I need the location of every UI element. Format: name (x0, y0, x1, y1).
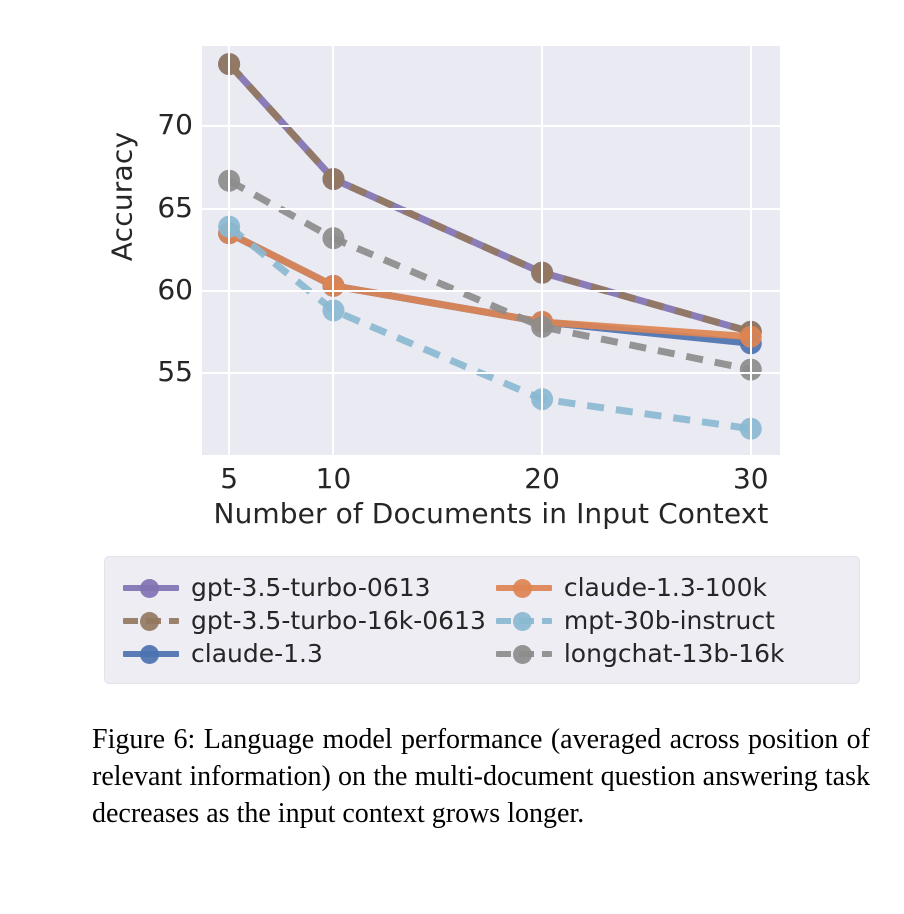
legend-label: longchat-13b-16k (563, 639, 785, 668)
caption-text: Language model performance (averaged acr… (92, 724, 870, 829)
gridline-horizontal (202, 207, 780, 210)
gridline-vertical (749, 46, 752, 455)
legend-label: claude-1.3-100k (563, 573, 767, 602)
gridline-horizontal (202, 125, 780, 128)
series-gpt-3.5-turbo-16k-0613 (218, 53, 762, 343)
legend-swatch-icon (123, 611, 179, 631)
caption-figure-number: Figure 6: (92, 724, 196, 755)
legend-item[interactable]: mpt-30b-instruct (495, 606, 841, 635)
series-line (226, 61, 752, 336)
legend-swatch-icon (495, 611, 552, 631)
legend-label: gpt-3.5-turbo-0613 (191, 573, 431, 602)
legend-swatch-icon (495, 644, 552, 664)
legend-label: mpt-30b-instruct (563, 606, 775, 635)
legend-swatch-icon (123, 578, 179, 598)
legend: gpt-3.5-turbo-0613 claude-1.3-100k gpt-3.5… (104, 556, 860, 684)
series-longchat-13b-16k (218, 169, 762, 381)
gridline-horizontal (202, 289, 780, 292)
x-axis-tick: 30 (732, 462, 769, 495)
legend-item[interactable]: longchat-13b-16k (495, 639, 841, 668)
legend-item[interactable]: gpt-3.5-turbo-16k-0613 (123, 606, 486, 635)
gridline-vertical (228, 46, 231, 455)
series-mpt-30b-instruct (218, 215, 762, 440)
figure: Accuracy 70 65 60 55 5 10 20 30 Number of Docu… (104, 0, 860, 684)
x-axis-tick: 5 (220, 462, 239, 495)
y-axis-tick: 65 (157, 190, 193, 224)
x-axis-tick-labels: 5 10 20 30 (202, 462, 780, 502)
gridline-horizontal (202, 371, 780, 374)
figure-caption: Figure 6: Language model performance (av… (92, 722, 870, 833)
y-axis-tick: 60 (157, 272, 193, 306)
legend-swatch-icon (123, 644, 179, 664)
legend-label: gpt-3.5-turbo-16k-0613 (191, 606, 486, 635)
legend-label: claude-1.3 (191, 639, 323, 668)
gridline-vertical (332, 46, 335, 455)
series-layer (218, 53, 762, 440)
legend-item[interactable]: gpt-3.5-turbo-0613 (123, 573, 486, 602)
x-axis-tick: 20 (524, 462, 560, 495)
plot-area (202, 46, 780, 455)
x-axis-tick: 10 (315, 462, 352, 495)
legend-item[interactable]: claude-1.3 (123, 639, 486, 668)
y-axis-tick-labels: 70 65 60 55 (125, 0, 193, 470)
gridline-vertical (541, 46, 544, 455)
y-axis-tick: 70 (157, 108, 193, 142)
legend-item[interactable]: claude-1.3-100k (495, 573, 841, 602)
legend-swatch-icon (495, 578, 552, 598)
x-axis-label: Number of Documents in Input Context (213, 497, 769, 530)
legend-grid: gpt-3.5-turbo-0613 claude-1.3-100k gpt-3.5… (123, 571, 841, 670)
y-axis-tick: 55 (157, 354, 193, 388)
series-gpt-3.5-turbo-0613 (218, 53, 762, 343)
series-line (227, 230, 752, 341)
series-line (226, 223, 752, 433)
